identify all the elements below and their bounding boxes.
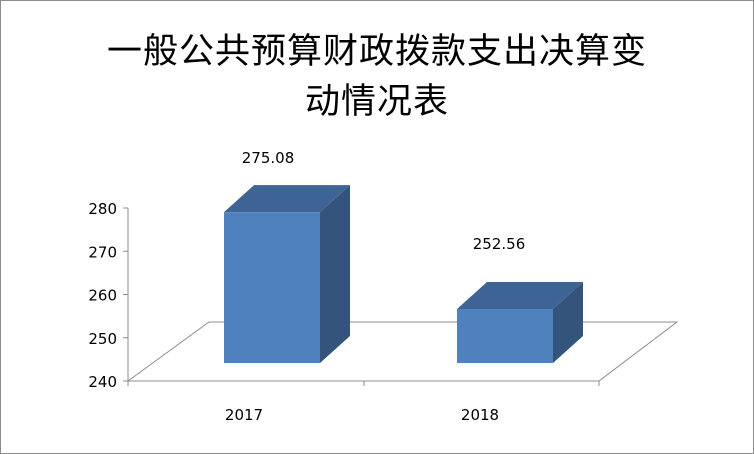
data-label-2018: 252.56 <box>473 235 526 253</box>
bar-2018 <box>457 281 583 363</box>
bar-top <box>224 185 350 213</box>
y-tick-label: 250 <box>88 330 117 348</box>
chart-title-line-2: 动情况表 <box>304 82 449 122</box>
y-tick-label: 260 <box>88 287 117 305</box>
x-label-2018: 2018 <box>461 406 499 424</box>
bar-front <box>457 308 553 363</box>
x-label-2017: 2017 <box>225 406 263 424</box>
bar-side <box>553 281 583 363</box>
floor <box>126 321 679 382</box>
y-tick-label: 240 <box>88 373 117 391</box>
bar-front <box>224 212 320 363</box>
bar-side <box>320 185 350 363</box>
chart-title-line-1: 一般公共预算财政拨款支出决算变 <box>106 32 647 72</box>
bar-2017 <box>224 185 350 363</box>
y-tick-label: 270 <box>88 243 117 261</box>
bar-top <box>457 281 583 309</box>
y-tick-label: 280 <box>88 200 117 218</box>
data-label-2017: 275.08 <box>242 149 295 167</box>
